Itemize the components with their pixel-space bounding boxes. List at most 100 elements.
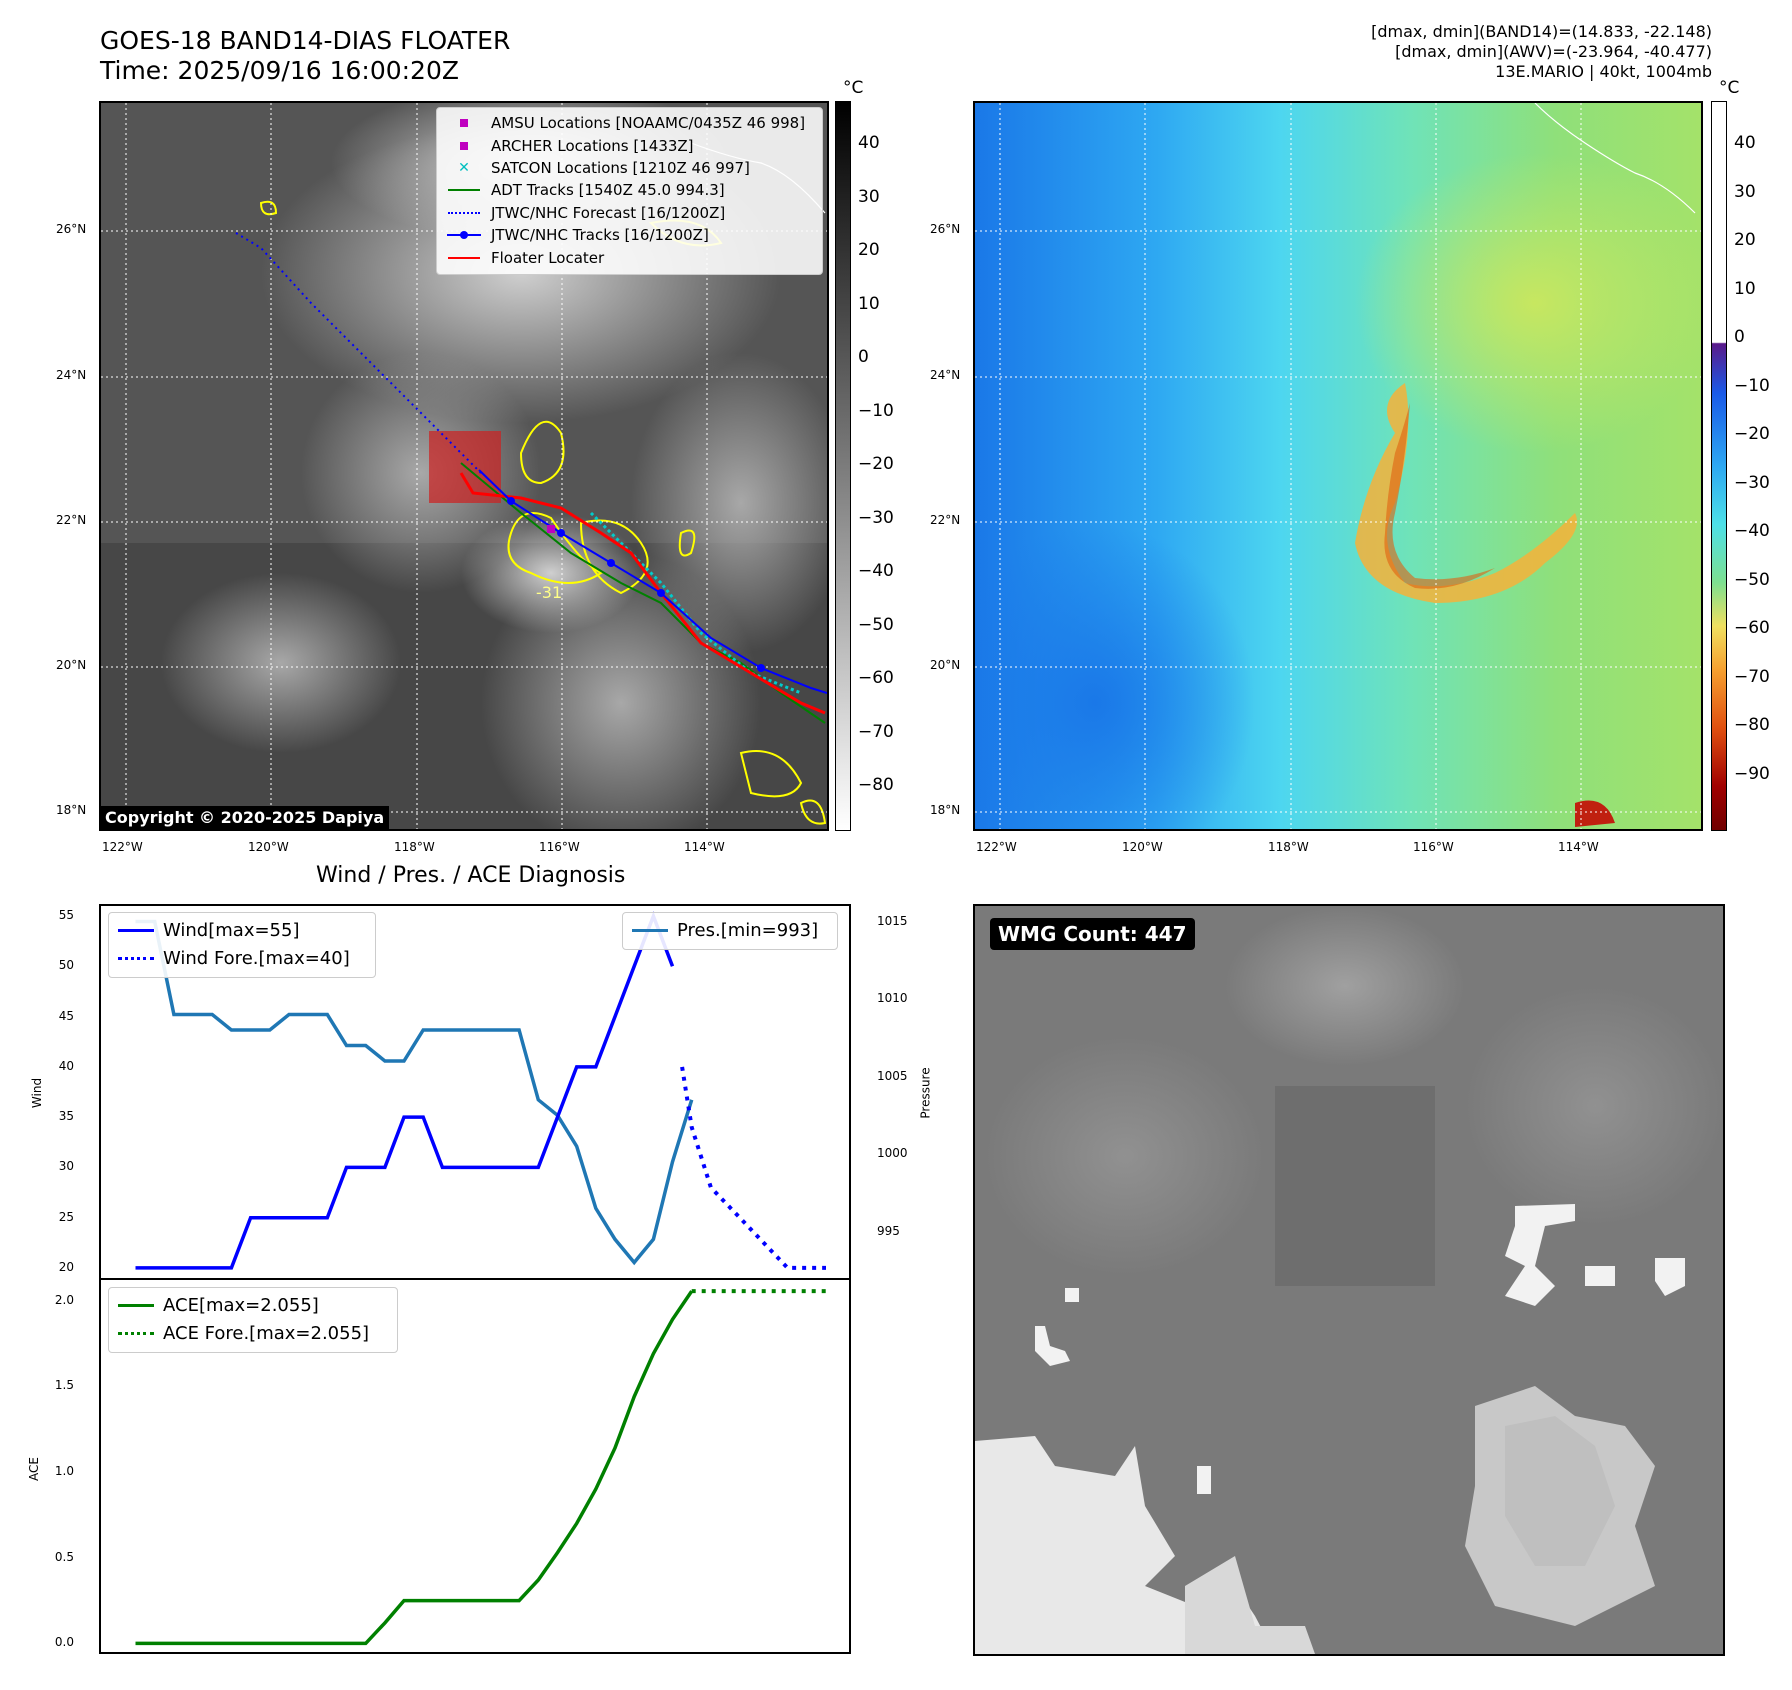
colorbar-unit: °C — [1719, 78, 1740, 98]
info-storm: 13E.MARIO | 40kt, 1004mb — [1495, 62, 1712, 81]
legend-adt: ADT Tracks [1540Z 45.0 994.3] — [491, 181, 725, 200]
colorbar-tick-label: 30 — [1734, 181, 1756, 202]
info-block: [dmax, dmin](BAND14)=(14.833, -22.148) [… — [1371, 22, 1712, 82]
colorbar-unit: °C — [843, 78, 864, 98]
ace-series-line — [135, 1290, 694, 1646]
ace-tick-label: 0.5 — [54, 1549, 74, 1564]
colorbar-tick-label: −10 — [858, 400, 894, 421]
map-legend: AMSU Locations [NOAAMC/0435Z 46 998] ARC… — [436, 107, 823, 275]
wind-tick-label: 25 — [58, 1209, 74, 1224]
legend-ace-forecast: ACE Fore.[max=2.055] — [163, 1322, 370, 1344]
x-marker-icon: ✕ — [458, 159, 470, 176]
legend-pressure: Pres.[min=993] — [677, 919, 819, 941]
colorbar-tick-label: 0 — [1734, 327, 1745, 347]
blue-dotted-line-icon — [445, 202, 483, 224]
legend-wind: Wind[max=55] — [163, 919, 300, 941]
pressure-tick-label: 1000 — [877, 1146, 908, 1160]
colorbar-tick-label: 10 — [858, 293, 880, 314]
colorbar-tick-label: −50 — [1734, 569, 1770, 590]
colorbar-tick-label: 40 — [1734, 133, 1756, 153]
legend-amsu: AMSU Locations [NOAAMC/0435Z 46 998] — [491, 114, 806, 133]
legend-forecast: JTWC/NHC Forecast [16/1200Z] — [491, 203, 726, 222]
ace-tick-label: 1.0 — [54, 1464, 74, 1478]
colorbar-tick-label: 20 — [1734, 230, 1756, 250]
ace-legend: ACE[max=2.055] ACE Fore.[max=2.055] — [108, 1287, 398, 1353]
colorbar-tick-label: −80 — [858, 775, 894, 795]
pressure-series-line — [135, 919, 694, 1266]
figure-time: Time: 2025/09/16 16:00:20Z — [100, 56, 459, 85]
lon-label: 116°W — [539, 840, 580, 854]
wind-tick-label: 20 — [58, 1259, 74, 1274]
colorbar-tick-label: 0 — [858, 347, 869, 367]
steelblue-line-icon — [631, 919, 669, 941]
lat-label: 20°N — [56, 658, 87, 672]
colorbar-tick-label: −90 — [1734, 763, 1770, 784]
pressure-tick-label: 995 — [877, 1223, 900, 1238]
wind-axis-label: Wind — [30, 1077, 45, 1109]
green-dotted-line-icon — [117, 1322, 155, 1344]
wind-legend: Wind[max=55] Wind Fore.[max=40] — [108, 912, 376, 978]
colorbar-tick-label: 30 — [858, 186, 880, 207]
lat-label: 24°N — [56, 368, 87, 382]
wind-tick-label: 55 — [58, 908, 74, 923]
awv-map-image — [975, 103, 1701, 829]
green-line-icon — [117, 1294, 155, 1316]
figure-title: GOES-18 BAND14-DIAS FLOATER — [100, 26, 511, 55]
info-band14: [dmax, dmin](BAND14)=(14.833, -22.148) — [1371, 22, 1712, 41]
awv-colorbar — [1711, 101, 1727, 831]
square-marker-icon — [445, 135, 483, 157]
lat-label: 24°N — [930, 368, 961, 382]
lon-label: 114°W — [684, 840, 725, 854]
green-line-icon — [445, 179, 483, 201]
pressure-tick-label: 1005 — [877, 1068, 908, 1083]
pressure-tick-label: 1010 — [877, 991, 908, 1005]
lon-label: 118°W — [394, 840, 435, 854]
wind-pressure-svg — [135, 911, 826, 1270]
pressure-tick-label: 1015 — [877, 913, 908, 928]
wind-tick-label: 40 — [58, 1058, 74, 1073]
colorbar-tick-label: −40 — [1734, 521, 1770, 541]
lon-label: 114°W — [1558, 840, 1599, 854]
colorbar-tick-label: 40 — [858, 133, 880, 153]
pressure-legend: Pres.[min=993] — [622, 912, 838, 950]
colorbar-tick-label: −80 — [1734, 715, 1770, 735]
wmg-image — [975, 906, 1723, 1654]
lon-label: 118°W — [1268, 840, 1309, 854]
colorbar-tick-label: −30 — [858, 507, 894, 528]
blue-line-icon — [117, 919, 155, 941]
blue-dotted-line-icon — [117, 947, 155, 969]
lat-label: 26°N — [930, 222, 961, 236]
lon-label: 122°W — [102, 840, 143, 854]
square-marker-icon — [445, 112, 483, 134]
colorbar-tick-label: −40 — [858, 561, 894, 581]
colorbar-tick-label: −70 — [1734, 666, 1770, 687]
lat-label: 26°N — [56, 222, 87, 236]
lon-label: 122°W — [976, 840, 1017, 854]
lon-label: 120°W — [1122, 840, 1163, 854]
diagnosis-title: Wind / Pres. / ACE Diagnosis — [316, 863, 626, 888]
colorbar-tick-label: −50 — [858, 614, 894, 635]
lat-label: 18°N — [930, 803, 961, 817]
ir-colorbar — [835, 101, 851, 831]
pressure-axis-label: Pressure — [918, 1067, 933, 1119]
colorbar-tick-label: −60 — [1734, 618, 1770, 638]
lon-label: 120°W — [248, 840, 289, 854]
contour-label: -31 — [536, 583, 562, 602]
lat-label: 20°N — [930, 658, 961, 672]
lat-label: 18°N — [56, 803, 87, 817]
info-awv: [dmax, dmin](AWV)=(-23.964, -40.477) — [1395, 42, 1712, 61]
wind-forecast-series-line — [680, 1066, 826, 1270]
forecast-track — [235, 232, 482, 474]
ace-axis-label: ACE — [26, 1457, 41, 1481]
legend-jtwc: JTWC/NHC Tracks [16/1200Z] — [491, 226, 709, 245]
wind-tick-label: 50 — [58, 958, 74, 973]
wmg-panel — [973, 904, 1725, 1656]
ace-tick-label: 1.5 — [54, 1378, 74, 1393]
colorbar-tick-label: −10 — [1734, 375, 1770, 396]
colorbar-tick-label: 10 — [1734, 278, 1756, 299]
ir-map-panel: -31 — [99, 101, 829, 831]
lat-label: 22°N — [930, 513, 961, 527]
ir-map-image: -31 — [101, 103, 827, 829]
lat-label: 22°N — [56, 513, 87, 527]
lon-label: 116°W — [1413, 840, 1454, 854]
